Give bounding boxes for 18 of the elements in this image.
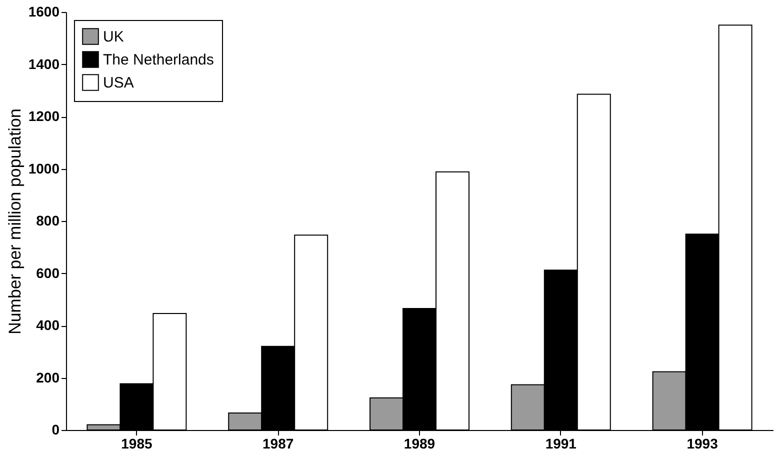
y-tick-label: 200 <box>36 369 60 386</box>
y-tick-label: 1200 <box>28 108 60 124</box>
x-tick-label: 1989 <box>404 436 436 452</box>
y-tick-label: 400 <box>36 317 60 333</box>
y-tick-label: 1400 <box>28 56 60 72</box>
y-tick-label: 1000 <box>28 160 60 176</box>
legend-label: UK <box>103 28 124 46</box>
x-tick-label: 1985 <box>121 436 152 452</box>
y-tick-label: 0 <box>52 422 60 438</box>
y-tick-label: 1600 <box>28 4 60 20</box>
x-tick-label: 1993 <box>686 436 718 452</box>
y-tick-label: 600 <box>36 264 60 281</box>
x-tick-label: 1987 <box>262 436 294 452</box>
y-axis-title: Number per million population <box>5 108 24 334</box>
y-tick-label: 800 <box>36 212 60 228</box>
legend-label: USA <box>103 74 134 92</box>
legend-label: The Netherlands <box>103 52 214 68</box>
x-tick-label: 1991 <box>545 436 577 452</box>
